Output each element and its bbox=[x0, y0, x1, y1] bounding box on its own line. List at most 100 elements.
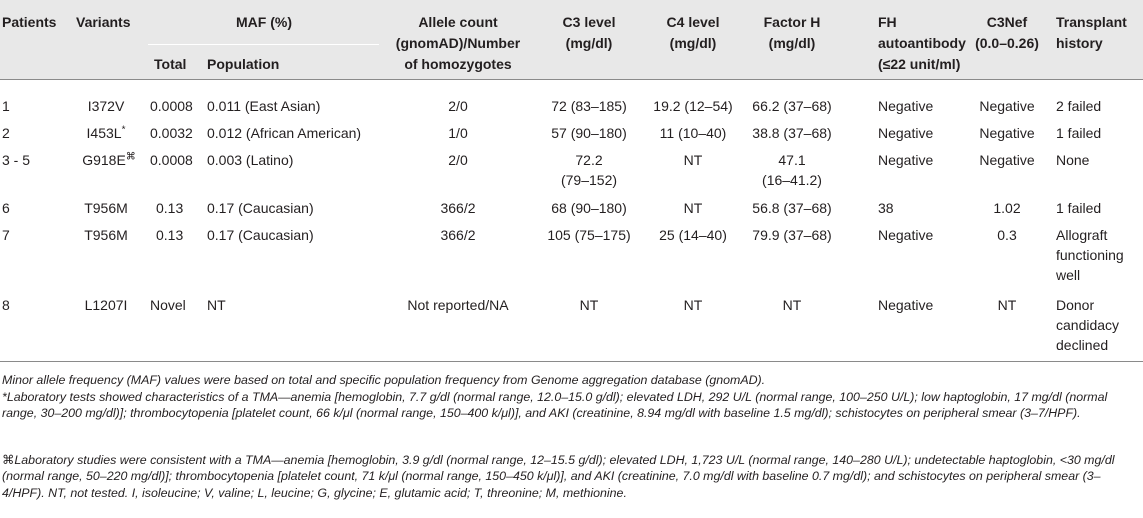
cell-population: 0.17 (Caucasian) bbox=[207, 200, 314, 216]
cell-c3-level: 72.2 bbox=[575, 152, 603, 168]
cell-maf-total: 0.13 bbox=[156, 227, 184, 243]
header-maf-population: Population bbox=[207, 56, 280, 72]
cell-patient: 3 - 5 bbox=[2, 152, 31, 168]
cell-factor-h-range: (16–41.2) bbox=[762, 172, 822, 188]
cell-fh-autoantibody: Negative bbox=[878, 98, 934, 114]
asterisk-symbol: * bbox=[2, 390, 7, 404]
cell-fh-autoantibody: Negative bbox=[878, 152, 934, 168]
footnote-asterisk: *Laboratory tests showed characteristics… bbox=[2, 389, 1140, 422]
cell-patient: 6 bbox=[2, 200, 10, 216]
header-c3-l2: (mg/dl) bbox=[565, 35, 613, 51]
cell-transplant-history-l3: well bbox=[1056, 267, 1081, 283]
cell-c3-level: 68 (90–180) bbox=[551, 200, 627, 216]
cell-fh-autoantibody: 38 bbox=[878, 200, 894, 216]
header-factor-h-l1: Factor H bbox=[763, 14, 821, 30]
cell-patient: 7 bbox=[2, 227, 10, 243]
header-transplant-l1: Transplant bbox=[1056, 14, 1127, 30]
maf-subheader-rule bbox=[148, 44, 379, 45]
cell-c4-level: NT bbox=[683, 297, 703, 313]
cell-maf-total: 0.0008 bbox=[150, 152, 193, 168]
footnote-maf: Minor allele frequency (MAF) values were… bbox=[2, 373, 766, 387]
header-variants: Variants bbox=[76, 14, 131, 30]
cell-patient: 1 bbox=[2, 98, 10, 114]
cell-c3nef: 1.02 bbox=[993, 200, 1021, 216]
cell-factor-h: 38.8 (37–68) bbox=[752, 125, 832, 141]
header-fh-autoantibody-l2: autoantibody bbox=[878, 35, 966, 51]
header-bottom-rule bbox=[0, 79, 1143, 80]
cell-allele-count: 366/2 bbox=[440, 227, 476, 243]
cell-factor-h: NT bbox=[782, 297, 802, 313]
table-bottom-rule bbox=[0, 361, 1143, 362]
cell-allele-count: 1/0 bbox=[448, 125, 468, 141]
cell-variant: I372V bbox=[87, 98, 125, 114]
header-c3nef-l1: C3Nef bbox=[986, 14, 1028, 30]
cell-fh-autoantibody: Negative bbox=[878, 125, 934, 141]
header-allele-count-l3: of homozygotes bbox=[404, 56, 512, 72]
header-transplant-l2: history bbox=[1056, 35, 1103, 51]
cell-c4-level: 11 (10–40) bbox=[659, 125, 727, 141]
cell-variant: T956M bbox=[84, 227, 128, 243]
cell-transplant-history-l2: functioning bbox=[1056, 247, 1124, 263]
cell-maf-total: 0.13 bbox=[156, 200, 184, 216]
cell-fh-autoantibody: Negative bbox=[878, 297, 934, 313]
command-symbol-icon: ⌘ bbox=[2, 453, 15, 467]
cell-allele-count: 366/2 bbox=[440, 200, 476, 216]
footnote-command-symbol: ⌘Laboratory studies were consistent with… bbox=[2, 452, 1140, 501]
cell-variant: G918E⌘ bbox=[82, 151, 136, 168]
cell-maf-total: 0.0008 bbox=[150, 98, 193, 114]
cell-c4-level: 25 (14–40) bbox=[659, 227, 727, 243]
cell-c4-level: NT bbox=[683, 200, 703, 216]
cell-population: 0.012 (African American) bbox=[207, 125, 362, 141]
cell-patient: 8 bbox=[2, 297, 10, 313]
cell-c3-level: NT bbox=[579, 297, 599, 313]
cell-population: NT bbox=[207, 297, 226, 313]
cell-population: 0.003 (Latino) bbox=[207, 152, 294, 168]
cell-c3-level: 105 (75–175) bbox=[547, 227, 631, 243]
cell-population: 0.011 (East Asian) bbox=[207, 98, 321, 114]
header-fh-autoantibody-l3: (≤22 unit/ml) bbox=[878, 56, 961, 72]
cell-transplant-history: Allograft bbox=[1056, 227, 1108, 243]
cell-factor-h: 79.9 (37–68) bbox=[752, 227, 832, 243]
cell-c3-level: 57 (90–180) bbox=[551, 125, 627, 141]
cell-variant: L1207I bbox=[84, 297, 128, 313]
header-fh-autoantibody-l1: FH bbox=[878, 14, 897, 30]
header-allele-count-l1: Allele count bbox=[418, 14, 498, 30]
cell-variant: I453L* bbox=[86, 124, 126, 141]
cell-transplant-history: None bbox=[1056, 152, 1090, 168]
cell-allele-count: Not reported/NA bbox=[407, 297, 509, 313]
cell-transplant-history: 1 failed bbox=[1056, 200, 1102, 216]
header-c4-l1: C4 level bbox=[666, 14, 720, 30]
header-allele-count-l2: (gnomAD)/Number bbox=[395, 35, 521, 51]
header-maf: MAF (%) bbox=[236, 14, 292, 30]
cell-variant: T956M bbox=[84, 200, 128, 216]
cell-transplant-history: 2 failed bbox=[1056, 98, 1102, 114]
cell-transplant-history-l3: declined bbox=[1056, 337, 1109, 353]
cell-allele-count: 2/0 bbox=[448, 152, 468, 168]
header-c4-l2: (mg/dl) bbox=[669, 35, 717, 51]
cell-factor-h: 47.1 bbox=[778, 152, 806, 168]
cell-maf-total: 0.0032 bbox=[150, 125, 193, 141]
cell-c3nef: 0.3 bbox=[997, 227, 1017, 243]
cell-c3nef: Negative bbox=[979, 152, 1035, 168]
cell-transplant-history: Donor bbox=[1056, 297, 1095, 313]
cell-transplant-history: 1 failed bbox=[1056, 125, 1102, 141]
header-c3-l1: C3 level bbox=[562, 14, 616, 30]
cell-c3-level-range: (79–152) bbox=[560, 172, 618, 188]
cell-fh-autoantibody: Negative bbox=[878, 227, 934, 243]
footnote-command-text: Laboratory studies were consistent with … bbox=[2, 453, 1115, 500]
cell-c4-level: NT bbox=[683, 152, 703, 168]
header-patients: Patients bbox=[2, 14, 57, 30]
cell-c4-level: 19.2 (12–54) bbox=[653, 98, 733, 114]
cell-factor-h: 56.8 (37–68) bbox=[752, 200, 832, 216]
header-factor-h-l2: (mg/dl) bbox=[768, 35, 816, 51]
cell-c3nef: Negative bbox=[979, 125, 1035, 141]
cell-allele-count: 2/0 bbox=[448, 98, 468, 114]
cell-c3-level: 72 (83–185) bbox=[551, 98, 627, 114]
header-c3nef-l2: (0.0–0.26) bbox=[975, 35, 1039, 51]
cell-patient: 2 bbox=[2, 125, 10, 141]
cell-c3nef: Negative bbox=[979, 98, 1035, 114]
cell-maf-total: Novel bbox=[150, 297, 186, 313]
cell-factor-h: 66.2 (37–68) bbox=[752, 98, 832, 114]
cell-population: 0.17 (Caucasian) bbox=[207, 227, 314, 243]
